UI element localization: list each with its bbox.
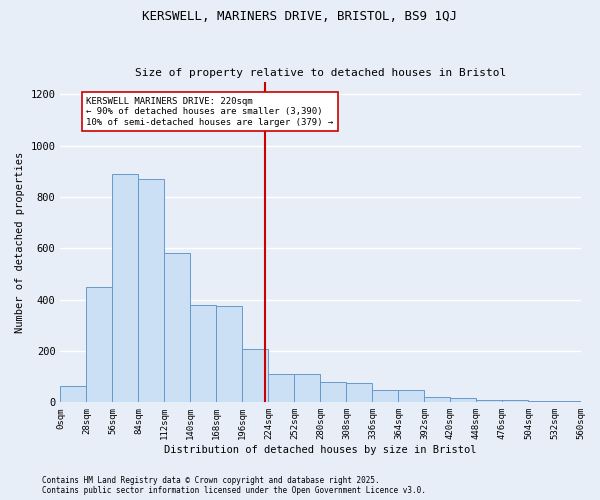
Title: Size of property relative to detached houses in Bristol: Size of property relative to detached ho… — [135, 68, 506, 78]
Bar — [164, 254, 190, 402]
Bar — [86, 287, 112, 403]
Bar — [320, 382, 346, 402]
Bar — [139, 179, 164, 402]
Y-axis label: Number of detached properties: Number of detached properties — [15, 152, 25, 332]
Bar — [529, 401, 554, 402]
Bar — [346, 383, 373, 402]
Bar — [217, 306, 242, 402]
Bar — [373, 390, 398, 402]
Bar — [268, 374, 295, 402]
Text: KERSWELL, MARINERS DRIVE, BRISTOL, BS9 1QJ: KERSWELL, MARINERS DRIVE, BRISTOL, BS9 1… — [143, 10, 458, 23]
Text: Contains HM Land Registry data © Crown copyright and database right 2025.
Contai: Contains HM Land Registry data © Crown c… — [42, 476, 426, 495]
Bar — [502, 400, 529, 402]
Bar — [295, 374, 320, 402]
Bar — [398, 390, 424, 402]
Bar — [476, 400, 502, 402]
Bar — [242, 349, 268, 403]
X-axis label: Distribution of detached houses by size in Bristol: Distribution of detached houses by size … — [164, 445, 477, 455]
Bar — [424, 397, 451, 402]
Bar — [554, 401, 581, 402]
Bar — [112, 174, 139, 402]
Bar — [190, 305, 217, 402]
Text: KERSWELL MARINERS DRIVE: 220sqm
← 90% of detached houses are smaller (3,390)
10%: KERSWELL MARINERS DRIVE: 220sqm ← 90% of… — [86, 97, 334, 127]
Bar — [451, 398, 476, 402]
Bar — [61, 386, 86, 402]
